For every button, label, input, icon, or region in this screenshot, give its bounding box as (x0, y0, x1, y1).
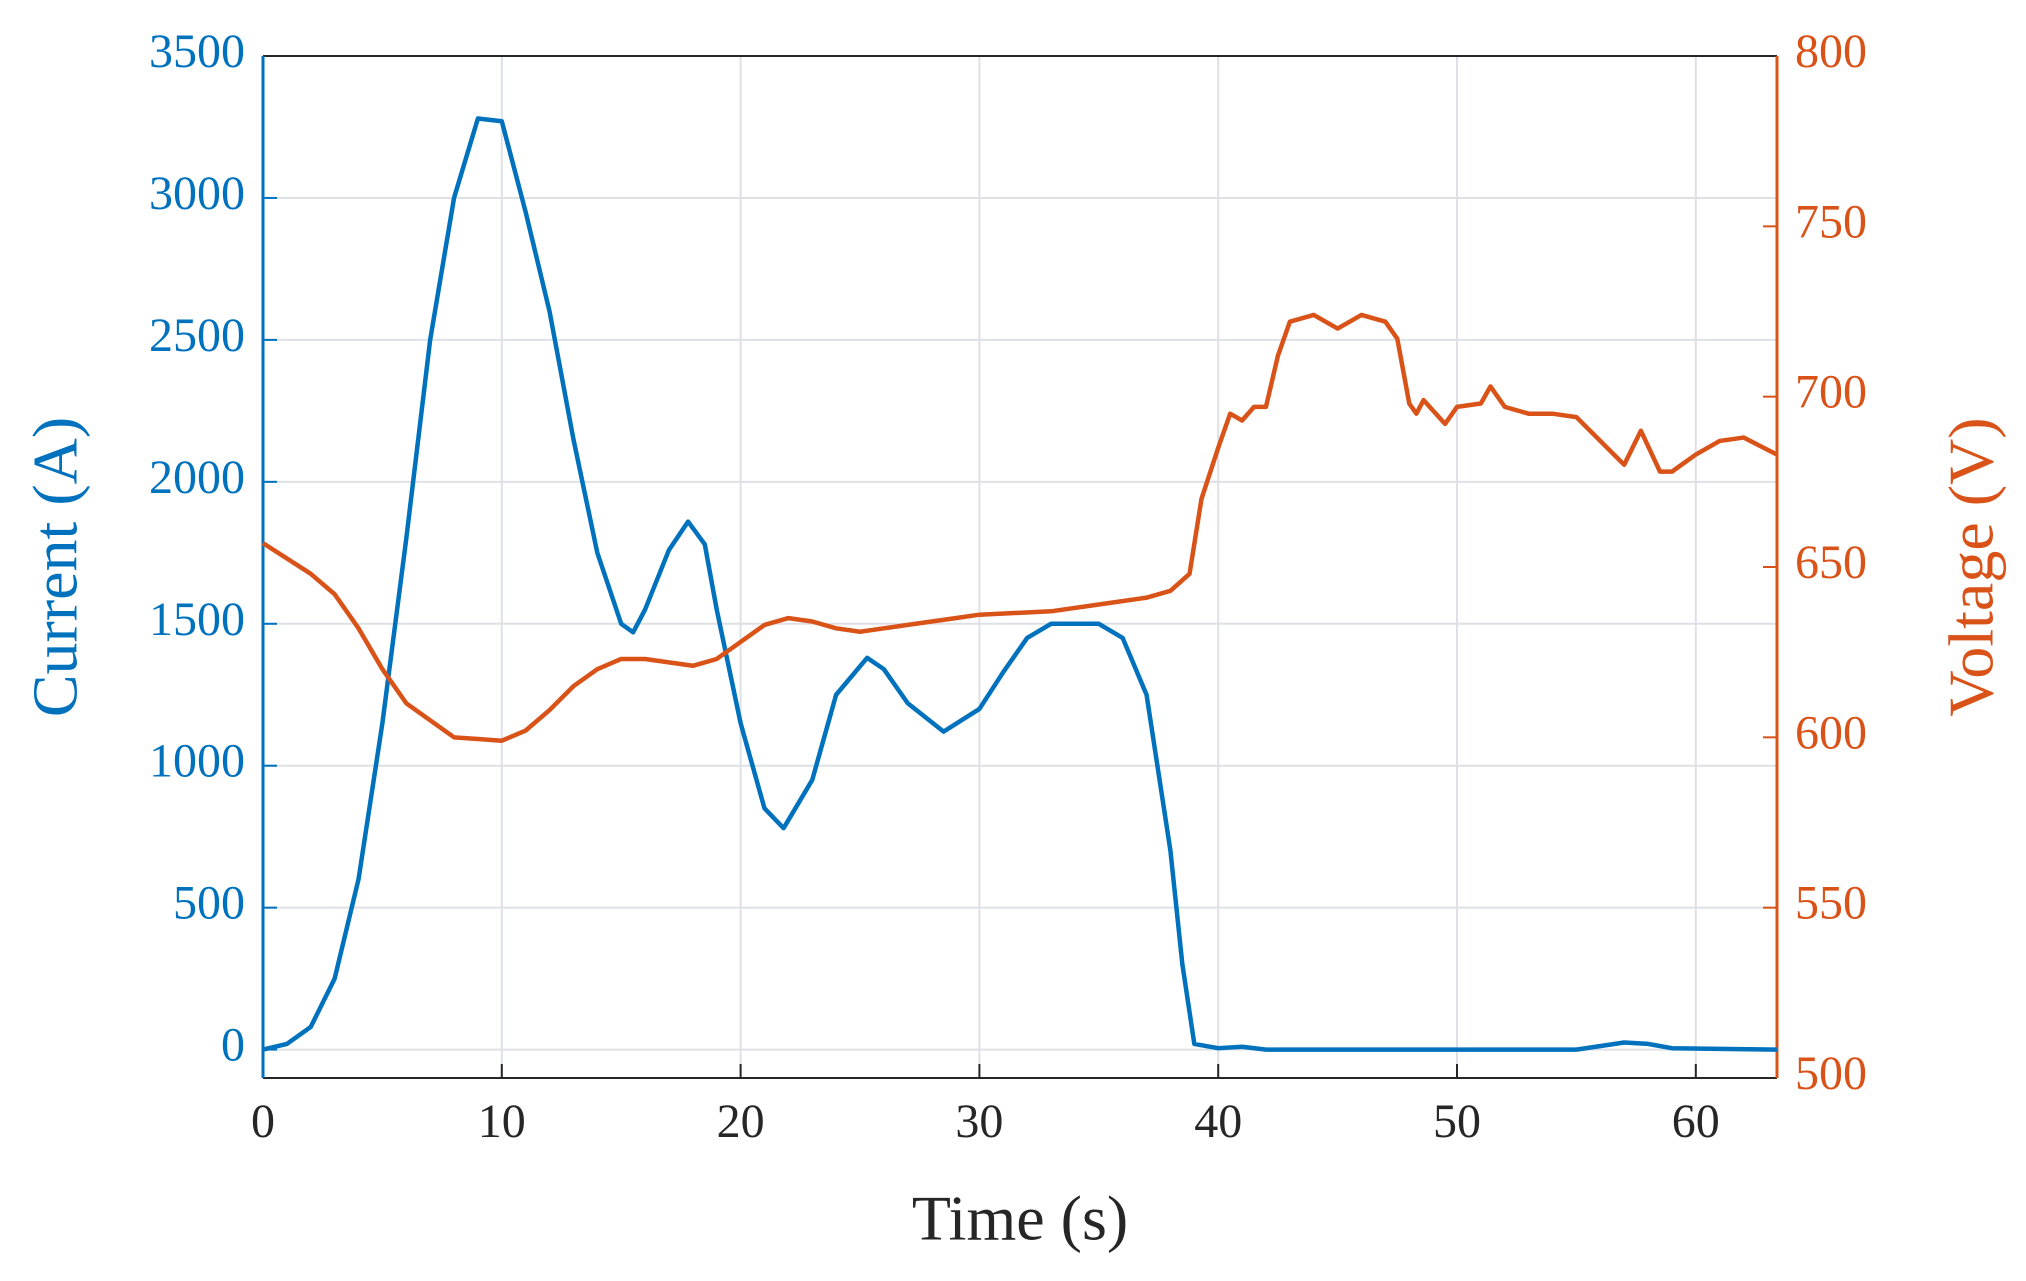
y2-tick-label: 500 (1795, 1047, 1867, 1100)
x-tick-label: 30 (955, 1095, 1003, 1148)
y2-tick-label: 550 (1795, 877, 1867, 930)
y-tick-label: 3500 (149, 25, 245, 78)
y2-tick-label: 600 (1795, 706, 1867, 759)
y-tick-label: 2500 (149, 309, 245, 362)
y-tick-label: 0 (221, 1019, 245, 1072)
y-tick-label: 1000 (149, 735, 245, 788)
y-tick-label: 3000 (149, 167, 245, 220)
y-axis-label: Current (A) (20, 417, 91, 717)
x-tick-label: 50 (1433, 1095, 1481, 1148)
y2-tick-label: 800 (1795, 25, 1867, 78)
x-tick-label: 0 (251, 1095, 275, 1148)
x-tick-label: 20 (717, 1095, 765, 1148)
y-tick-label: 500 (173, 877, 245, 930)
x-tick-label: 60 (1672, 1095, 1720, 1148)
y2-tick-label: 750 (1795, 195, 1867, 248)
y2-axis-label: Voltage (V) (1936, 417, 2007, 716)
y2-tick-label: 700 (1795, 366, 1867, 419)
y-tick-label: 2000 (149, 451, 245, 504)
y-tick-label: 1500 (149, 593, 245, 646)
series-line (261, 312, 1779, 743)
x-tick-label: 40 (1194, 1095, 1242, 1148)
x-axis-label: Time (s) (912, 1183, 1128, 1254)
x-tick-label: 10 (478, 1095, 526, 1148)
y2-tick-label: 650 (1795, 536, 1867, 589)
series-line (262, 116, 1778, 1052)
